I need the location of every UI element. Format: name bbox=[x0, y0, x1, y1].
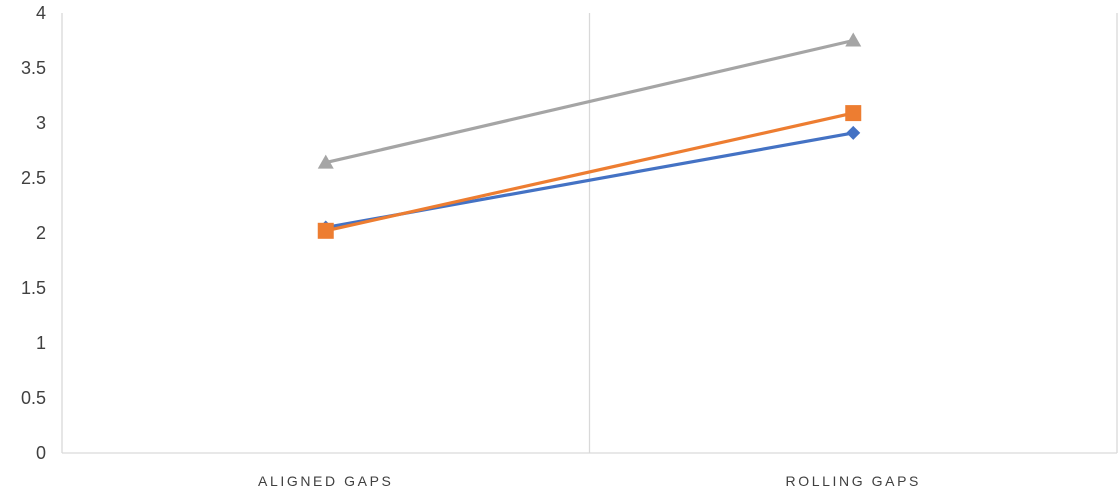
series-3 bbox=[317, 32, 862, 169]
series-line bbox=[324, 111, 855, 233]
x-category-label: ROLLING GAPS bbox=[786, 473, 921, 489]
y-tick-label: 1 bbox=[36, 333, 46, 353]
data-point-triangle bbox=[845, 32, 862, 47]
y-tick-label: 3 bbox=[36, 113, 46, 133]
y-tick-label: 1.5 bbox=[21, 278, 46, 298]
data-point-square bbox=[317, 222, 334, 239]
series-line bbox=[324, 38, 855, 165]
data-point-triangle bbox=[317, 154, 334, 169]
y-tick-label: 4 bbox=[36, 3, 46, 23]
series-layer bbox=[317, 32, 862, 239]
series-2 bbox=[317, 105, 862, 239]
y-tick-label: 2 bbox=[36, 223, 46, 243]
x-category-label: ALIGNED GAPS bbox=[258, 473, 393, 489]
data-point-square bbox=[845, 105, 862, 122]
y-tick-label: 0 bbox=[36, 443, 46, 463]
x-axis-category-labels: ALIGNED GAPS ROLLING GAPS bbox=[258, 473, 921, 489]
y-tick-label: 0.5 bbox=[21, 388, 46, 408]
y-axis-tick-labels: 0 0.5 1 1.5 2 2.5 3 3.5 4 bbox=[21, 3, 46, 463]
data-point-diamond bbox=[846, 125, 861, 140]
axes-layer bbox=[61, 13, 1118, 454]
y-tick-label: 3.5 bbox=[21, 58, 46, 78]
y-tick-label: 2.5 bbox=[21, 168, 46, 188]
